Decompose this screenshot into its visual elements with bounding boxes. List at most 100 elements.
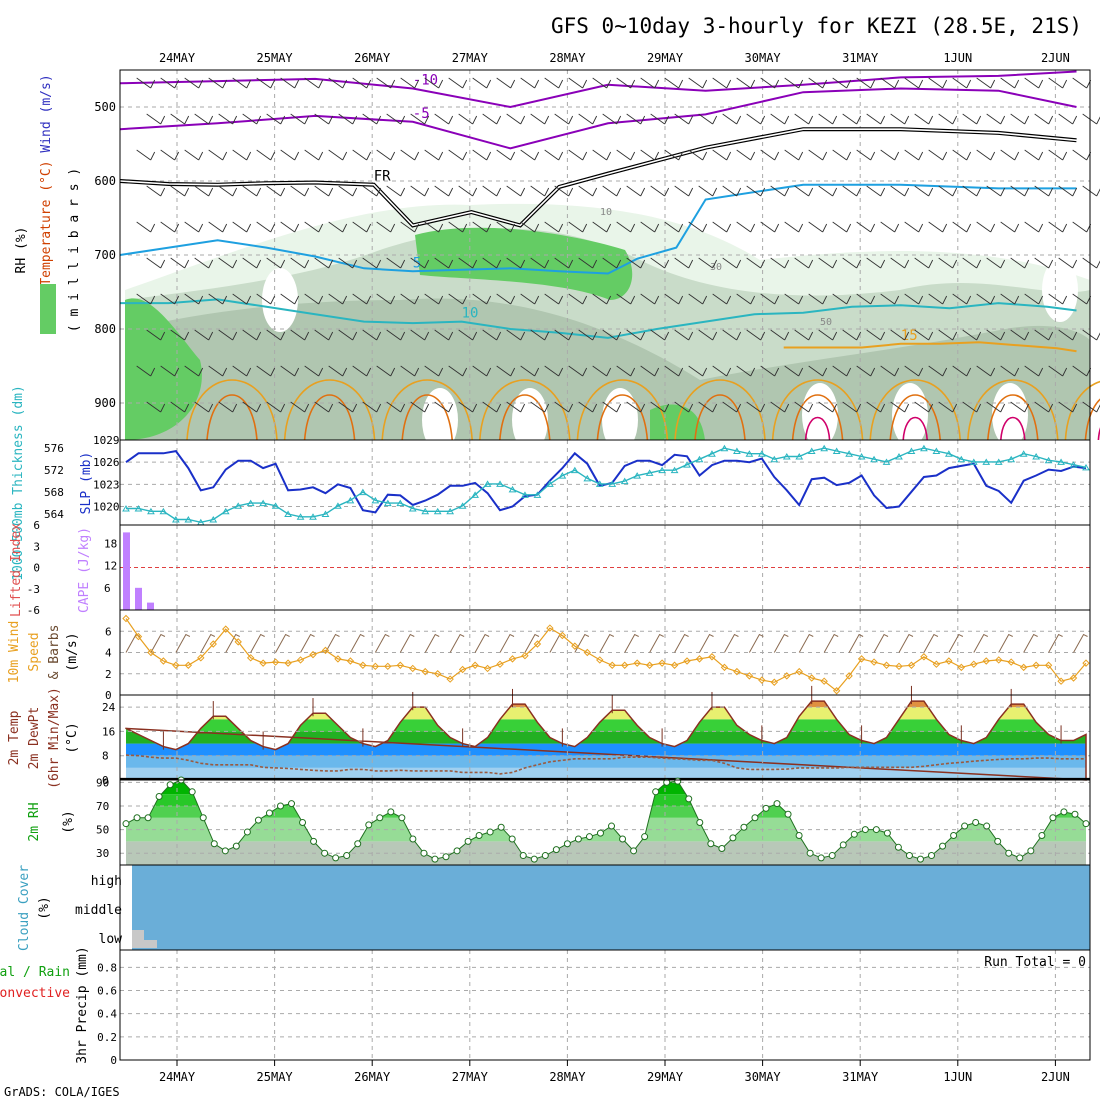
wind-barb (938, 113, 958, 125)
wind-barb (746, 185, 766, 197)
wind-barb (544, 77, 564, 89)
wind-barb (458, 113, 478, 125)
rh-marker (707, 840, 715, 848)
wind-speed-marker (446, 675, 454, 683)
wind-barb (626, 257, 646, 269)
top-date-label: 29MAY (647, 51, 684, 65)
dry-pocket (892, 383, 928, 447)
wind-barb (664, 221, 684, 233)
cape-tick-label: 6 (104, 582, 111, 595)
wind-barb (170, 257, 190, 269)
wind-barb (266, 113, 286, 125)
wind-barb (856, 77, 876, 89)
wind-barb (1082, 185, 1100, 197)
top-date-label: 31MAY (842, 51, 879, 65)
bottom-date-label: 28MAY (549, 1070, 586, 1084)
wind-barb (770, 329, 790, 341)
wind-speed-marker (334, 655, 342, 663)
wind-speed-marker (396, 661, 404, 669)
wind-barb (914, 329, 934, 341)
surface-wind-barb (848, 633, 864, 653)
wind-barb (640, 77, 660, 89)
rh-marker (519, 852, 527, 860)
temp-axis-label-3: (6hr Min/Max) (47, 687, 62, 789)
wind-barb (352, 149, 372, 161)
rh-marker (354, 840, 362, 848)
rh-marker (762, 804, 770, 812)
wind-barb (290, 257, 310, 269)
wind-barb (1000, 77, 1020, 89)
wind-speed-marker (384, 662, 392, 671)
surface-wind-barb (175, 633, 191, 653)
run-total-label: Run Total = 0 (984, 955, 1086, 970)
wind-speed-marker (995, 656, 1003, 664)
thickness-marker (159, 507, 168, 515)
rh-marker (530, 855, 538, 863)
wind-barb (904, 77, 924, 89)
li-tick-label: 0 (33, 562, 40, 575)
surface-wind-barb (748, 633, 764, 653)
wind-barb (736, 293, 756, 305)
wind-barb (808, 77, 828, 89)
wind-speed-marker (321, 646, 330, 655)
rh-marker (994, 837, 1002, 845)
isotherm-15 (771, 379, 864, 441)
wind-barb (770, 257, 790, 269)
wind-barb (472, 149, 492, 161)
thickness-marker (259, 499, 268, 507)
surface-wind-barb (474, 633, 490, 653)
wind-barb (448, 365, 468, 377)
rh-marker (243, 828, 251, 836)
rh-marker (166, 781, 174, 789)
thickness-marker (421, 507, 430, 515)
rh-marker (453, 847, 461, 855)
wind-barb (914, 257, 934, 269)
dry-pocket (422, 388, 458, 452)
rh-marker (409, 835, 417, 843)
thickness-marker (708, 450, 716, 457)
isotherm-line (119, 87, 1077, 150)
surface-wind-barb (549, 633, 565, 653)
wind-barb (1048, 365, 1068, 377)
wind-speed-marker (770, 678, 779, 686)
slp-tick-label: 1026 (93, 456, 120, 469)
wind-barb (458, 257, 478, 269)
thickness-marker (1044, 456, 1053, 464)
wind-speed-marker (658, 659, 666, 667)
cape-lifted-index-panel: 6 12 18 6 3 0 -3 -6 CAPE (J/kg) Lifted Index (9, 519, 1091, 617)
wind-speed-marker (845, 672, 853, 680)
rh-contour-label: 30 (710, 262, 722, 273)
wind-barb (842, 257, 862, 269)
rh-marker (905, 852, 913, 860)
wind-barb (938, 329, 958, 341)
rh-shading (125, 298, 202, 440)
wind-barb (952, 293, 972, 305)
surface-wind-barb (524, 633, 540, 653)
thickness-marker (969, 458, 978, 465)
wind-barb (314, 401, 334, 413)
wind-barb (232, 149, 252, 161)
wind-speed-panel: 0 2 4 6 10m Wind Speed & Barbs (m/s) (7, 609, 1091, 702)
wind-barb (376, 365, 396, 377)
wind-barb (866, 329, 886, 341)
thickness-marker (782, 452, 791, 460)
thickness-marker (583, 474, 592, 482)
wind-barb (184, 77, 204, 89)
wind-barb (434, 329, 454, 341)
isotherm-20 (499, 394, 551, 441)
top-date-label: 1JUN (943, 51, 972, 65)
thickness-marker (147, 507, 155, 515)
wind-barb (746, 257, 766, 269)
thickness-marker (334, 502, 342, 509)
li-tick-label: -6 (27, 604, 40, 617)
wind-barb (520, 77, 540, 89)
wind-barb (208, 293, 228, 305)
rh-marker (387, 808, 395, 816)
wind-speed-marker (633, 659, 641, 667)
wind-barb (568, 149, 588, 161)
wind-barb (338, 329, 358, 341)
rh-marker (950, 831, 958, 839)
rh-marker (1049, 814, 1057, 822)
surface-wind-barb (399, 633, 415, 653)
dry-pocket (1042, 258, 1078, 322)
